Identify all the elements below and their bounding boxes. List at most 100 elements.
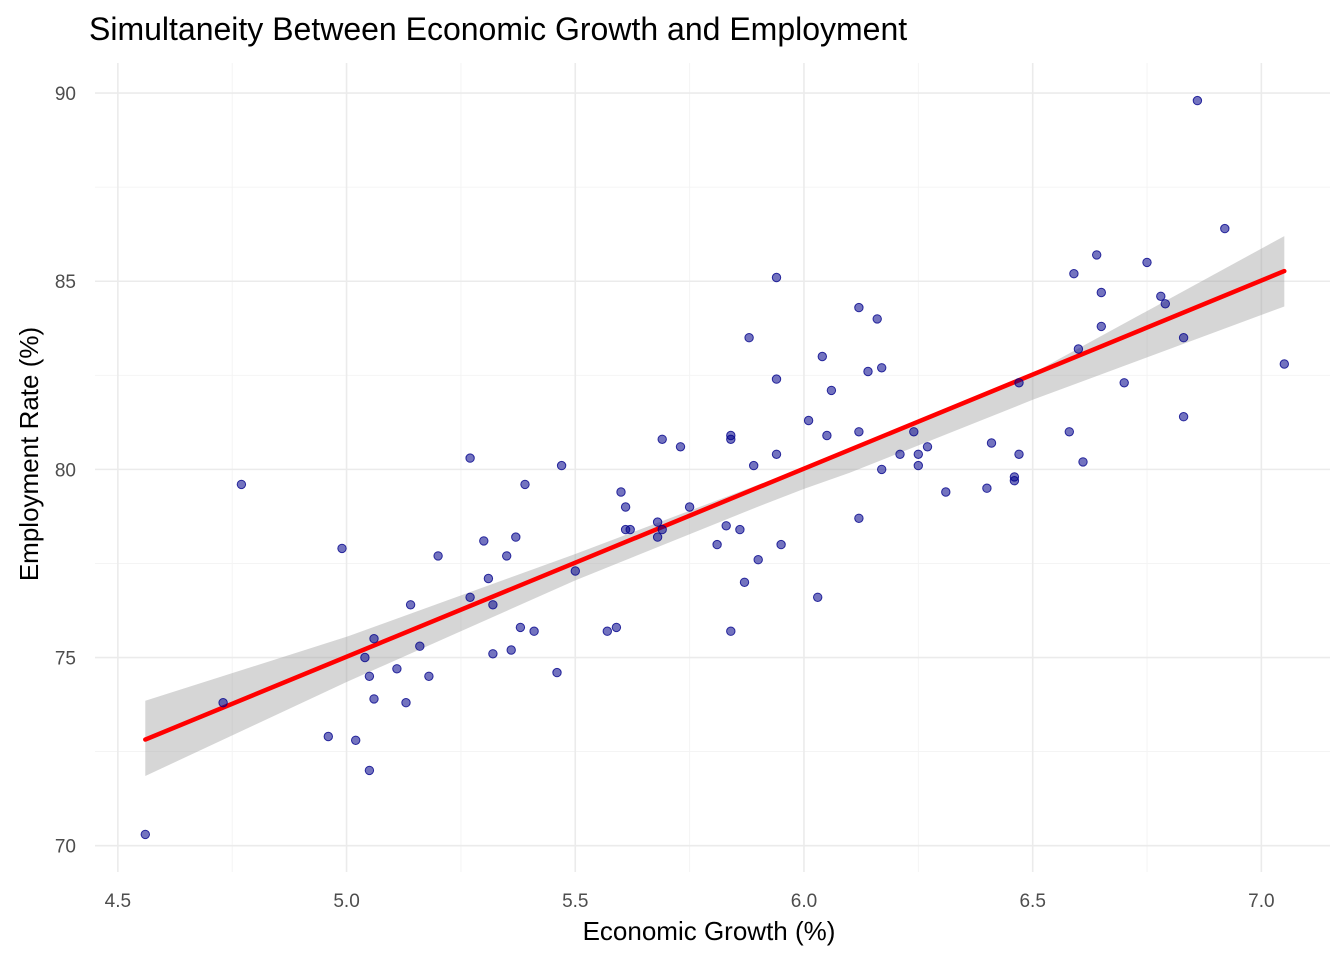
x-tick-labels: 4.5 5.0 5.5 6.0 6.5 7.0 (105, 891, 1275, 912)
data-point (877, 363, 887, 373)
data-point (424, 671, 434, 681)
y-tick-label: 75 (55, 649, 76, 670)
data-point (726, 626, 736, 636)
data-point (1014, 378, 1024, 388)
data-point (776, 539, 786, 550)
x-tick-label: 7.0 (1248, 891, 1274, 912)
data-point (822, 430, 832, 441)
data-point (488, 600, 498, 610)
data-point (1014, 449, 1024, 459)
data-point (570, 566, 580, 576)
data-point (1073, 344, 1084, 354)
y-tick-labels: 70 75 80 85 90 (55, 84, 76, 858)
data-point (405, 600, 416, 610)
regression-line (143, 268, 1287, 742)
x-axis-title: Economic Growth (%) (583, 916, 836, 946)
data-point (753, 555, 763, 565)
data-point (657, 524, 667, 535)
data-point (236, 479, 247, 490)
data-point (364, 671, 375, 681)
data-point (895, 449, 905, 459)
data-point (506, 645, 516, 655)
data-point (739, 577, 750, 587)
data-point (602, 626, 612, 636)
data-point (863, 366, 873, 377)
data-point (556, 460, 567, 471)
data-point (657, 434, 667, 444)
data-point (369, 694, 379, 704)
data-point (652, 517, 663, 527)
data-point (433, 551, 443, 561)
data-point (1192, 95, 1203, 106)
y-tick-label: 70 (55, 837, 76, 858)
data-point (483, 573, 494, 584)
data-point (625, 524, 635, 535)
data-point (1092, 250, 1102, 260)
data-point (415, 641, 425, 651)
data-point (826, 385, 837, 396)
data-point (721, 521, 731, 531)
data-point (817, 351, 827, 362)
data-point (813, 592, 823, 602)
data-point (465, 592, 475, 602)
data-point (872, 314, 882, 324)
data-point (854, 302, 864, 313)
data-point (140, 829, 151, 840)
grid-major-lines (95, 63, 1330, 872)
data-point (502, 551, 512, 561)
data-point (552, 667, 562, 678)
data-point (854, 427, 864, 437)
x-tick-label: 5.0 (333, 891, 359, 912)
data-point (652, 532, 663, 542)
data-point (771, 272, 782, 283)
data-point (1178, 412, 1189, 422)
data-point (675, 442, 686, 452)
x-tick-label: 4.5 (105, 891, 131, 912)
data-point (511, 532, 521, 542)
data-point (1178, 333, 1189, 343)
data-point (515, 622, 526, 633)
data-point (909, 427, 919, 437)
data-point (488, 649, 498, 659)
data-point (771, 374, 782, 384)
y-tick-label: 85 (55, 272, 76, 293)
data-point (771, 449, 782, 459)
data-point (854, 513, 864, 523)
data-point (712, 539, 722, 550)
data-point (465, 453, 475, 463)
data-point (1009, 476, 1020, 486)
data-points (140, 95, 1290, 840)
data-point (337, 543, 347, 554)
data-point (218, 698, 228, 708)
data-point (1119, 378, 1129, 388)
data-point (913, 449, 923, 459)
data-point (520, 479, 530, 490)
data-point (364, 765, 375, 776)
x-tick-label: 5.5 (562, 891, 588, 912)
data-point (611, 622, 622, 633)
data-point (479, 536, 489, 546)
data-point (323, 731, 333, 742)
data-point (986, 438, 997, 448)
data-point (1156, 291, 1166, 301)
data-point (749, 460, 759, 471)
data-point (616, 487, 626, 497)
data-point (1220, 223, 1230, 234)
data-point (1096, 321, 1107, 332)
data-point (1279, 359, 1290, 369)
y-axis-title: Employment Rate (%) (14, 327, 44, 581)
data-point (913, 460, 923, 471)
data-point (529, 626, 539, 636)
data-point (877, 464, 887, 475)
data-point (1078, 457, 1088, 467)
y-tick-label: 90 (55, 84, 76, 105)
data-point (401, 698, 411, 708)
data-point (726, 430, 736, 441)
data-point (351, 735, 361, 745)
data-point (982, 483, 992, 493)
data-point (684, 502, 695, 512)
x-tick-label: 6.0 (791, 891, 817, 912)
data-point (803, 415, 814, 426)
data-point (360, 652, 370, 663)
